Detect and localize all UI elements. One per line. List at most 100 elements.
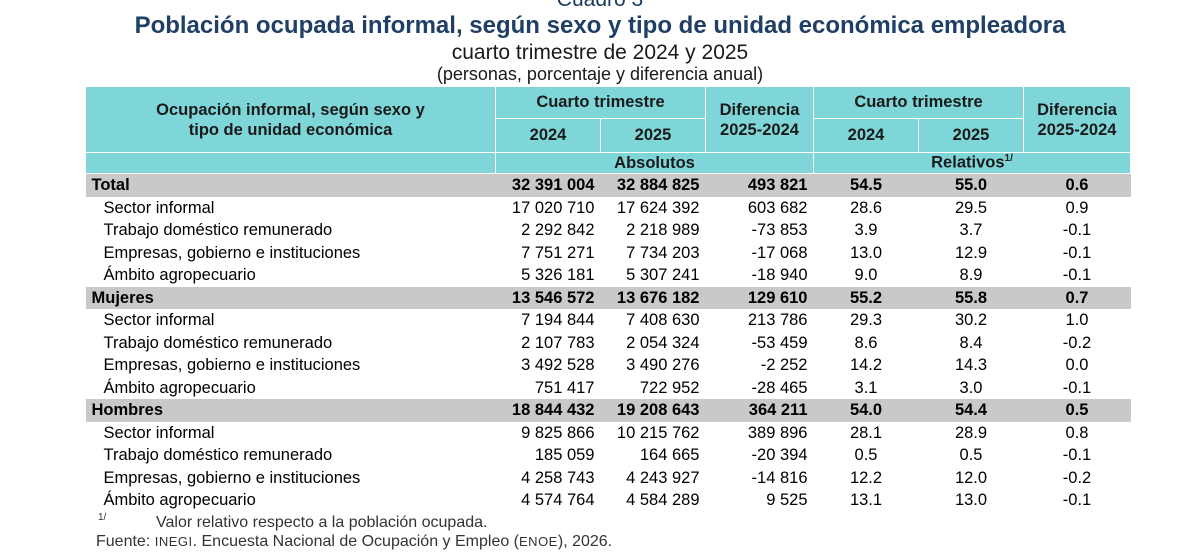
- header-2024-relative: 2024: [813, 118, 919, 153]
- cell-relative-diff: -0.1: [1023, 241, 1131, 264]
- cell-relative-2025: 30.2: [918, 309, 1024, 332]
- cell-absolute-diff: 493 821: [705, 173, 814, 197]
- page-subtitle: cuarto trimestre de 2024 y 2025: [451, 41, 749, 64]
- cuadro-number: Cuadro 3: [0, 0, 1200, 12]
- cell-relative-2024: 54.5: [813, 173, 919, 197]
- cell-relative-diff: 0.6: [1023, 173, 1131, 197]
- cell-absolute-2025: 7 734 203: [600, 241, 706, 264]
- cell-absolute-2024: 185 059: [495, 444, 601, 467]
- row-label: Ámbito agropecuario: [85, 264, 496, 287]
- row-label: Ámbito agropecuario: [85, 376, 496, 399]
- header-blank: [85, 152, 496, 174]
- cell-relative-2025: 12.9: [918, 241, 1024, 264]
- cell-absolute-2024: 32 391 004: [495, 173, 601, 197]
- cell-relative-2024: 28.1: [813, 421, 919, 444]
- table-group-row: Total 32 391 004 32 884 825 493 821 54.5 55.0…: [85, 173, 1131, 197]
- cell-absolute-diff: -2 252: [705, 354, 814, 377]
- cell-absolute-2024: 3 492 528: [495, 354, 601, 377]
- cell-absolute-2025: 5 307 241: [600, 264, 706, 287]
- cell-relative-2024: 13.1: [813, 489, 919, 512]
- table-row: Sector informal 7 194 844 7 408 630 213 786…: [85, 309, 1131, 332]
- cell-absolute-2024: 7 751 271: [495, 241, 601, 264]
- row-label: Mujeres: [85, 286, 496, 309]
- cell-relative-diff: -0.1: [1023, 264, 1131, 287]
- cell-relative-2024: 0.5: [813, 444, 919, 467]
- cell-relative-2025: 55.0: [918, 173, 1024, 197]
- cell-relative-2024: 54.0: [813, 399, 919, 422]
- cell-relative-2025: 12.0: [918, 466, 1024, 489]
- cell-relative-2025: 54.4: [918, 399, 1024, 422]
- row-label: Sector informal: [85, 421, 496, 444]
- cell-absolute-diff: 213 786: [705, 309, 814, 332]
- cell-absolute-diff: -28 465: [705, 376, 814, 399]
- row-label: Hombres: [85, 399, 496, 422]
- header-2025-absolute: 2025: [600, 118, 706, 153]
- row-label: Empresas, gobierno e instituciones: [85, 354, 496, 377]
- table-row: Ámbito agropecuario 5 326 181 5 307 241 -18…: [85, 264, 1131, 287]
- source-note: Fuente: INEGI. Encuesta Nacional de Ocup…: [96, 533, 613, 550]
- cell-absolute-diff: -20 394: [705, 444, 814, 467]
- cell-absolute-2024: 9 825 866: [495, 421, 601, 444]
- cell-absolute-diff: 603 682: [705, 196, 814, 219]
- cell-relative-diff: 1.0: [1023, 309, 1131, 332]
- cell-absolute-2024: 18 844 432: [495, 399, 601, 422]
- cell-absolute-2024: 7 194 844: [495, 309, 601, 332]
- cell-relative-diff: -0.1: [1023, 219, 1131, 242]
- cell-relative-diff: 0.5: [1023, 399, 1131, 422]
- cell-absolute-2024: 17 020 710: [495, 196, 601, 219]
- cell-relative-2025: 8.4: [918, 331, 1024, 354]
- table-row: Sector informal 9 825 866 10 215 762 389 89…: [85, 421, 1131, 444]
- table-row: Trabajo doméstico remunerado 185 059 164 6…: [85, 444, 1131, 467]
- header-quarter-absolute: Cuarto trimestre: [495, 86, 706, 119]
- cell-absolute-diff: -53 459: [705, 331, 814, 354]
- cell-absolute-2025: 2 218 989: [600, 219, 706, 242]
- cell-relative-2024: 28.6: [813, 196, 919, 219]
- cell-absolute-diff: 9 525: [705, 489, 814, 512]
- cell-relative-diff: 0.9: [1023, 196, 1131, 219]
- table-row: Ámbito agropecuario 4 574 764 4 584 289 9 5…: [85, 489, 1131, 512]
- cell-absolute-2025: 7 408 630: [600, 309, 706, 332]
- cell-relative-2024: 55.2: [813, 286, 919, 309]
- cell-absolute-diff: -18 940: [705, 264, 814, 287]
- cell-absolute-diff: -73 853: [705, 219, 814, 242]
- cell-relative-2024: 12.2: [813, 466, 919, 489]
- cell-absolute-2025: 17 624 392: [600, 196, 706, 219]
- cell-absolute-diff: 129 610: [705, 286, 814, 309]
- cell-relative-2025: 3.0: [918, 376, 1024, 399]
- cell-relative-2025: 0.5: [918, 444, 1024, 467]
- cell-relative-2025: 13.0: [918, 489, 1024, 512]
- header-quarter-relative: Cuarto trimestre: [813, 86, 1024, 119]
- row-label: Trabajo doméstico remunerado: [85, 219, 496, 242]
- cell-absolute-2025: 10 215 762: [600, 421, 706, 444]
- row-label: Trabajo doméstico remunerado: [85, 444, 496, 467]
- cell-absolute-2024: 751 417: [495, 376, 601, 399]
- cell-absolute-2025: 164 665: [600, 444, 706, 467]
- cell-absolute-2024: 4 574 764: [495, 489, 601, 512]
- table-row: Empresas, gobierno e instituciones 4 258 …: [85, 466, 1131, 489]
- cell-absolute-diff: 364 211: [705, 399, 814, 422]
- cell-absolute-2024: 2 292 842: [495, 219, 601, 242]
- row-label: Sector informal: [85, 196, 496, 219]
- row-label: Ámbito agropecuario: [85, 489, 496, 512]
- cell-relative-2025: 55.8: [918, 286, 1024, 309]
- table-row: Sector informal 17 020 710 17 624 392 603 6…: [85, 196, 1131, 219]
- row-label: Trabajo doméstico remunerado: [85, 331, 496, 354]
- table-row: Empresas, gobierno e instituciones 7 751 …: [85, 241, 1131, 264]
- cell-absolute-2025: 4 243 927: [600, 466, 706, 489]
- cell-relative-2024: 3.9: [813, 219, 919, 242]
- cell-absolute-2024: 2 107 783: [495, 331, 601, 354]
- cell-relative-2024: 9.0: [813, 264, 919, 287]
- cell-relative-diff: 0.8: [1023, 421, 1131, 444]
- footnote: 1/ Valor relativo respecto a la població…: [98, 512, 487, 531]
- header-absolutos: Absolutos: [495, 152, 814, 174]
- cell-absolute-2024: 4 258 743: [495, 466, 601, 489]
- table-row: Trabajo doméstico remunerado 2 107 783 2 0…: [85, 331, 1131, 354]
- data-table: Ocupación informal, según sexo y tipo de…: [85, 86, 1131, 512]
- cell-relative-diff: 0.0: [1023, 354, 1131, 377]
- cell-absolute-diff: 389 896: [705, 421, 814, 444]
- cell-absolute-2024: 13 546 572: [495, 286, 601, 309]
- cell-relative-2024: 14.2: [813, 354, 919, 377]
- footnote-marker: 1/: [98, 512, 107, 523]
- cell-absolute-2025: 722 952: [600, 376, 706, 399]
- cell-relative-2025: 14.3: [918, 354, 1024, 377]
